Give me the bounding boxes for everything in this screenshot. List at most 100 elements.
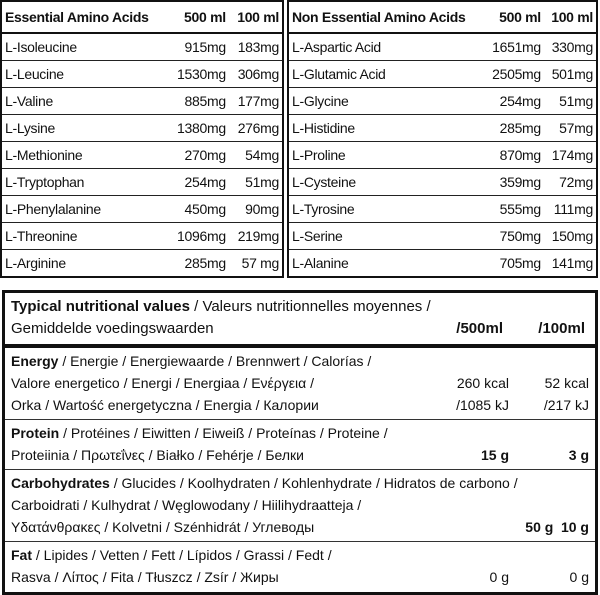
nutrient-line: Υδατάνθρακες / Kolvetni / Szénhidrát / У… <box>11 519 315 535</box>
cell: L-Aspartic Acid <box>288 33 485 61</box>
value-v500: 50 g <box>518 516 554 538</box>
row: L-Histidine 285mg 57mg <box>288 114 597 142</box>
row: L-Serine 750mg 150mg <box>288 222 597 250</box>
row: L-Glycine 254mg 51mg <box>288 87 597 115</box>
header-cell: Non Essential Amino Acids <box>288 1 485 34</box>
value-v500: 15 g <box>429 444 509 466</box>
value: 0 g <box>489 569 509 585</box>
cell: 141mg <box>543 249 597 278</box>
nutrient-line: Rasva / Λίπος / Fita / Tłuszcz / Zsír / … <box>11 569 279 585</box>
value-v100: 3 g <box>509 444 589 466</box>
cell: 285mg <box>168 249 229 278</box>
cell: 51mg <box>228 168 283 196</box>
cell: 174mg <box>543 141 597 169</box>
value-v500: 0 g <box>429 566 509 588</box>
cell: L-Serine <box>288 222 485 250</box>
header-cell: 100 ml <box>543 1 597 34</box>
value-v100: 0 g <box>509 566 589 588</box>
nutrition-title: Typical nutritional values / Valeurs nut… <box>5 293 595 348</box>
cell: 57mg <box>543 114 597 142</box>
nutrient-text: Fat / Lipides / Vetten / Fett / Lípidos … <box>11 544 429 588</box>
cell: 555mg <box>484 195 544 223</box>
cell: L-Proline <box>288 141 485 169</box>
col-500: /500ml <box>456 320 503 337</box>
value-v500: 260 kcal/1085 kJ <box>429 372 509 416</box>
row: L-Alanine 705mg 141mg <box>288 249 597 278</box>
value: 10 g <box>560 519 589 535</box>
cell: L-Glutamic Acid <box>288 60 485 88</box>
cell: 57 mg <box>228 249 283 278</box>
value-v100: 10 g <box>553 516 589 538</box>
cell: 72mg <box>543 168 597 196</box>
header-cell: 100 ml <box>228 1 283 34</box>
cell: 501mg <box>543 60 597 88</box>
cell: L-Arginine <box>1 249 169 278</box>
cell: 150mg <box>543 222 597 250</box>
nutrient-text: Carbohydrates / Glucides / Koolhydraten … <box>11 472 518 538</box>
cell: 1096mg <box>168 222 229 250</box>
nutrient-text: Protein / Protéines / Eiwitten / Eiweiß … <box>11 422 429 466</box>
cell: 330mg <box>543 33 597 61</box>
header-cell: Essential Amino Acids <box>1 1 169 34</box>
cell: L-Leucine <box>1 60 169 88</box>
row: L-Leucine 1530mg 306mg <box>1 60 283 88</box>
nutrition-box: Typical nutritional values / Valeurs nut… <box>2 290 598 595</box>
cell: L-Isoleucine <box>1 33 169 61</box>
cell: 1651mg <box>484 33 544 61</box>
cell: L-Methionine <box>1 141 169 169</box>
cell: 1380mg <box>168 114 229 142</box>
row: L-Arginine 285mg 57 mg <box>1 249 283 278</box>
value: 0 g <box>569 569 589 585</box>
cell: 219mg <box>228 222 283 250</box>
cell: L-Histidine <box>288 114 485 142</box>
non-essential-table: Non Essential Amino Acids 500 ml 100 ml L-A… <box>287 0 598 278</box>
cell: L-Lysine <box>1 114 169 142</box>
row: L-Valine 885mg 177mg <box>1 87 283 115</box>
header-cell: 500 ml <box>168 1 229 34</box>
value: 15 g <box>480 447 509 463</box>
row: L-Glutamic Acid 2505mg 501mg <box>288 60 597 88</box>
cell: 254mg <box>484 87 544 115</box>
cell: 750mg <box>484 222 544 250</box>
value: 50 g <box>525 519 554 535</box>
cell: 1530mg <box>168 60 229 88</box>
nutrient-name: Carbohydrates <box>11 475 110 491</box>
row: L-Isoleucine 915mg 183mg <box>1 33 283 61</box>
row: L-Lysine 1380mg 276mg <box>1 114 283 142</box>
row: L-Tyrosine 555mg 111mg <box>288 195 597 223</box>
cell: 111mg <box>543 195 597 223</box>
title-line2: Gemiddelde voedingswaarden <box>11 320 214 337</box>
essential-table: Essential Amino Acids 500 ml 100 ml L-Isole… <box>0 0 284 278</box>
nutrient-line: Valore energetico / Energi / Energiaa / … <box>11 375 314 391</box>
value-v100: 52 kcal/217 kJ <box>509 372 589 416</box>
cell: 177mg <box>228 87 283 115</box>
sections: Energy / Energie / Energiewaarde / Brenn… <box>5 348 595 591</box>
value: /1085 kJ <box>456 397 509 413</box>
cell: 254mg <box>168 168 229 196</box>
value: /217 kJ <box>543 397 589 413</box>
row: L-Methionine 270mg 54mg <box>1 141 283 169</box>
row: L-Tryptophan 254mg 51mg <box>1 168 283 196</box>
header-row: Essential Amino Acids 500 ml 100 ml <box>1 1 283 34</box>
nutrient-section: Energy / Energie / Energiewaarde / Brenn… <box>5 348 595 420</box>
nutrient-line: / Protéines / Eiwitten / Eiweiß / Proteí… <box>59 425 388 441</box>
cell: 276mg <box>228 114 283 142</box>
value: 260 kcal <box>456 375 509 391</box>
nutrient-line: Orka / Wartość energetyczna / Energia / … <box>11 397 319 413</box>
row: L-Aspartic Acid 1651mg 330mg <box>288 33 597 61</box>
header-cell: 500 ml <box>484 1 544 34</box>
nutrient-line: / Lipides / Vetten / Fett / Lípidos / Gr… <box>32 547 332 563</box>
row: L-Proline 870mg 174mg <box>288 141 597 169</box>
row: L-Phenylalanine 450mg 90mg <box>1 195 283 223</box>
value: 3 g <box>568 447 589 463</box>
cell: 306mg <box>228 60 283 88</box>
nutrient-line: Proteiinia / Πρωτεΐνες / Białko / Fehérj… <box>11 447 304 463</box>
cell: 870mg <box>484 141 544 169</box>
cell: 2505mg <box>484 60 544 88</box>
cell: 90mg <box>228 195 283 223</box>
value: 52 kcal <box>544 375 589 391</box>
row: L-Cysteine 359mg 72mg <box>288 168 597 196</box>
col-100: /100ml <box>538 320 585 337</box>
cell: L-Tyrosine <box>288 195 485 223</box>
